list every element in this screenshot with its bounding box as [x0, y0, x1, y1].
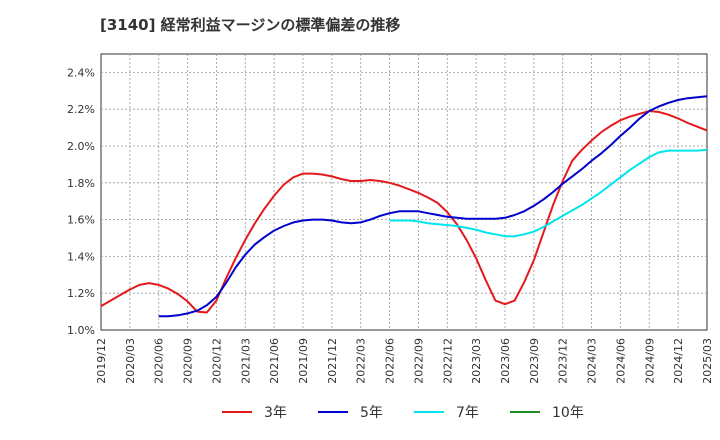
y-tick-label: 1.0%: [67, 324, 95, 337]
x-tick-label: 2023/06: [499, 338, 512, 384]
y-axis-ticks: 1.0% 1.2% 1.4% 1.6% 1.8% 2.0% 2.2% 2.4%: [67, 66, 95, 337]
x-tick-label: 2025/03: [701, 338, 714, 384]
x-tick-label: 2023/03: [470, 338, 483, 384]
series-line-5年: [158, 95, 708, 318]
y-tick-label: 1.2%: [67, 287, 95, 300]
x-tick-label: 2022/12: [441, 338, 454, 384]
x-tick-label: 2020/12: [210, 338, 223, 384]
y-tick-label: 2.2%: [67, 103, 95, 116]
y-tick-label: 2.0%: [67, 140, 95, 153]
x-tick-label: 2023/09: [528, 338, 541, 384]
x-tick-label: 2019/12: [95, 338, 108, 384]
x-tick-label: 2021/09: [297, 338, 310, 384]
plot-area: [100, 53, 708, 331]
legend: 3年 5年 7年 10年: [222, 405, 584, 421]
series-lines: [100, 95, 708, 318]
y-tick-label: 1.8%: [67, 177, 95, 190]
x-tick-label: 2024/06: [614, 338, 627, 384]
x-tick-label: 2024/09: [643, 338, 656, 384]
x-tick-label: 2024/03: [586, 338, 599, 384]
x-tick-label: 2021/12: [326, 338, 339, 384]
legend-label: 10年: [552, 405, 584, 421]
series-line-7年: [389, 148, 708, 238]
chart-title: [3140] 経常利益マージンの標準偏差の推移: [100, 16, 401, 34]
series-line-3年: [100, 110, 708, 314]
legend-label: 3年: [264, 405, 287, 421]
y-tick-label: 1.6%: [67, 214, 95, 227]
x-tick-label: 2022/03: [355, 338, 368, 384]
x-tick-label: 2020/06: [153, 338, 166, 384]
grid: [101, 54, 707, 330]
legend-label: 7年: [456, 405, 479, 421]
x-tick-label: 2020/09: [182, 338, 195, 384]
x-tick-label: 2023/12: [557, 338, 570, 384]
y-tick-label: 1.4%: [67, 250, 95, 263]
x-tick-label: 2021/06: [268, 338, 281, 384]
x-tick-label: 2022/09: [412, 338, 425, 384]
x-tick-label: 2022/06: [384, 338, 397, 384]
x-tick-label: 2021/03: [239, 338, 252, 384]
x-axis-ticks: 2019/12 2020/03 2020/06 2020/09 2020/12 2021/…: [95, 338, 714, 384]
x-tick-label: 2020/03: [124, 338, 137, 384]
legend-label: 5年: [360, 405, 383, 421]
x-tick-label: 2024/12: [672, 338, 685, 384]
y-tick-label: 2.4%: [67, 66, 95, 79]
